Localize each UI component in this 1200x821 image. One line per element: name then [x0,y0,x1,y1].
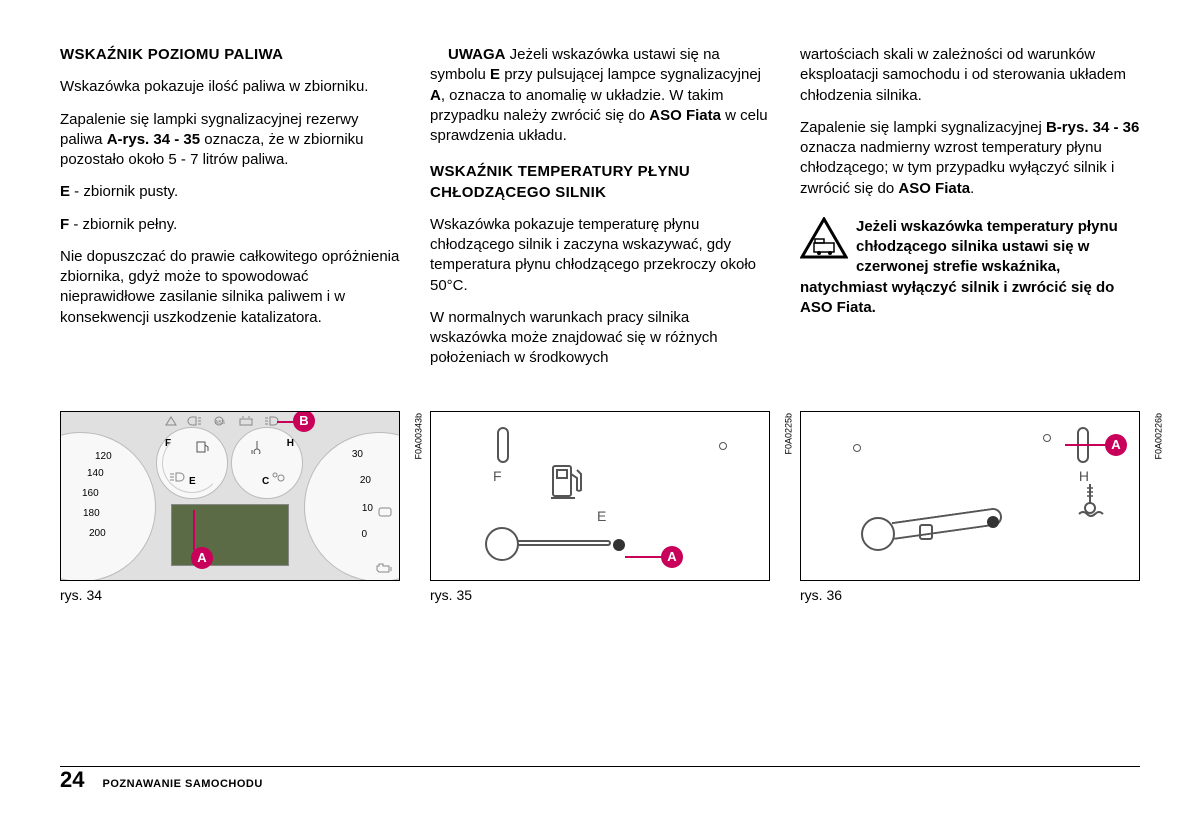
door-icon [377,506,393,518]
marker-a: A [1105,434,1127,456]
figure-35: F E A [430,411,770,603]
column-2: UWAGA Jeżeli wskazówka ustawi się na sym… [430,45,770,381]
footer: 24 POZNAWANIE SAMOCHODU [60,767,263,793]
figure-code: F0A00343b [414,413,424,460]
figure-code: F0A0225b [784,413,794,455]
fuel-p3: E - zbiornik pusty. [60,182,400,202]
engine-icon [375,562,393,574]
fuel-pump-icon [549,460,585,500]
figure-code: F0A00226b [1154,413,1164,460]
warning-box: Jeżeli wskazówka temperatury płynu chłod… [800,217,1140,318]
warning-triangle-icon [800,217,848,259]
marker-a: A [661,546,683,568]
svg-text:ABS: ABS [215,420,226,426]
thermometer-icon [1075,482,1105,520]
airbag-icon [269,472,285,482]
figure-caption: rys. 34 [60,587,400,603]
marker-a: A [191,547,213,569]
fuel-p4: F - zbiornik pełny. [60,215,400,235]
temp-p2: Wskazówka pokazuje temperaturę płynu chł… [430,215,770,296]
warning-text: Jeżeli wskazówka temperatury płynu chłod… [800,217,1140,318]
fuel-p5: Nie dopuszczać do prawie całkowitego opr… [60,247,400,328]
hazard-icon [165,416,177,426]
thermometer-icon [250,440,264,454]
foglight-icon [187,416,201,426]
battery-icon [239,416,253,426]
figure-36: H A [800,411,1140,603]
figure-caption: rys. 36 [800,587,1140,603]
section-title: POZNAWANIE SAMOCHODU [102,778,262,790]
column-3: wartościach skali w zależności od warunk… [800,45,1140,381]
abs-icon: ABS [211,416,227,426]
temp-p3: W normalnych warunkach pracy silnika wsk… [430,308,770,369]
page-number: 24 [60,767,84,793]
dashboard-cluster: 120 140 160 180 200 F E [61,412,399,580]
fuel-p2: Zapalenie się lampki sygnalizacyjnej rez… [60,110,400,171]
col3-p1: wartościach skali w zależności od warunk… [800,45,1140,106]
column-1: WSKAŹNIK POZIOMU PALIWA Wskazówka pokazu… [60,45,400,381]
marker-b: B [293,411,315,432]
figure-caption: rys. 35 [430,587,770,603]
temp-heading: WSKAŹNIK TEMPERATURY PŁYNU CHŁODZĄCEGO S… [430,162,770,203]
col3-p2: Zapalenie się lampki sygnalizacyjnej B-r… [800,118,1140,199]
fuel-p1: Wskazówka pokazuje ilość paliwa w zbiorn… [60,77,400,97]
figure-34: 120 140 160 180 200 F E [60,411,400,603]
uwaga-p1: UWAGA Jeżeli wskazówka ustawi się na sym… [430,45,770,146]
beam-icon [169,472,187,482]
fuel-heading: WSKAŹNIK POZIOMU PALIWA [60,45,400,65]
